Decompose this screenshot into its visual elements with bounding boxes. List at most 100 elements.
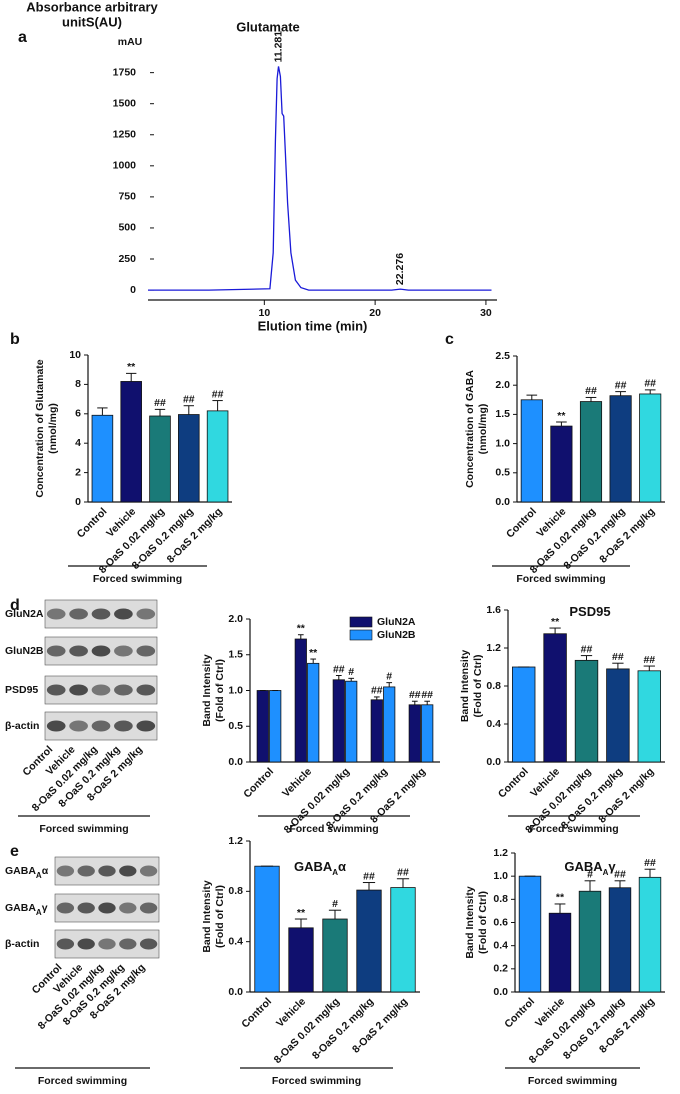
bar — [520, 399, 543, 503]
error-bar — [556, 421, 567, 427]
x-tick-label: 20 — [369, 307, 381, 319]
bar — [579, 401, 603, 503]
significance: ## — [614, 869, 626, 881]
bar — [322, 918, 348, 993]
blot-band — [91, 720, 111, 732]
significance: ## — [585, 385, 597, 397]
error-bar — [644, 868, 656, 878]
chart-title: PSD95 — [569, 604, 610, 619]
y-tick-label: 10 — [69, 349, 81, 361]
chart-title-part: A — [603, 868, 609, 877]
blot-row-label: GABAAγ — [5, 902, 48, 917]
error-bar — [644, 389, 656, 394]
bar — [91, 414, 114, 503]
x-tick-label: Control — [496, 766, 531, 801]
y-tick-label: 0.8 — [228, 885, 243, 897]
blot-band — [114, 645, 133, 657]
error-bar — [328, 909, 342, 920]
significance: ## — [154, 397, 166, 409]
peak-label: 11.281 — [272, 31, 284, 63]
group-label: Forced swimming — [529, 823, 618, 835]
chart-title-part: α — [338, 859, 346, 874]
blot-row-label-part: α — [42, 865, 49, 877]
group-label: Forced swimming — [289, 823, 378, 835]
y-axis-label: (nmol/mg) — [47, 403, 59, 454]
error-bar — [614, 880, 626, 888]
y-tick-label: 0.0 — [486, 756, 501, 768]
bar — [294, 638, 307, 763]
y-axis-label: unitS(AU) — [62, 14, 122, 29]
chart-title-part: GABA — [294, 859, 333, 874]
legend-swatch — [349, 616, 373, 628]
blot-band — [139, 902, 158, 914]
blot-row-label-part: β-actin — [5, 938, 39, 950]
y-tick-label: 1.2 — [493, 847, 508, 859]
blot-band — [136, 720, 156, 732]
blot-band — [46, 720, 66, 732]
y-tick-label: 1.0 — [493, 870, 508, 882]
blot-band — [46, 608, 66, 620]
significance: ** — [127, 361, 136, 373]
y-tick-label: 0 — [75, 496, 81, 508]
x-axis-label: Elution time (min) — [258, 318, 368, 333]
x-tick-label: Vehicle — [280, 765, 314, 799]
blot-band — [91, 684, 111, 696]
group-label: Forced swimming — [38, 1075, 127, 1087]
y-axis-label: Band Intensity — [459, 650, 471, 723]
significance: ## — [333, 663, 345, 675]
bar — [548, 912, 572, 993]
error-bar — [212, 400, 223, 411]
y-axis-label: (Fold of Ctrl) — [472, 655, 484, 718]
significance: ** — [556, 892, 565, 904]
blot-row-label: β-actin — [5, 938, 39, 950]
y-tick-label: 1250 — [113, 129, 137, 141]
y-tick-label: 0.0 — [228, 756, 243, 768]
chart-title: GABAAα — [294, 859, 346, 876]
significance: ## — [397, 867, 409, 879]
bar — [543, 633, 567, 763]
y-axis-label: Band Intensity — [201, 880, 213, 953]
error-bar — [335, 674, 342, 680]
error-bar — [411, 700, 418, 705]
y-tick-label: 1.2 — [486, 642, 501, 654]
significance: ** — [557, 410, 566, 422]
significance: # — [332, 898, 338, 910]
bar — [256, 690, 269, 763]
error-bar — [97, 407, 108, 416]
chart-title: Glutamate — [236, 19, 300, 34]
chart-title-part: A — [332, 868, 338, 877]
panel-letter: e — [10, 843, 19, 860]
x-tick-label: Control — [504, 506, 539, 541]
bar — [178, 414, 200, 503]
bar — [345, 680, 358, 763]
y-tick-label: 1750 — [113, 66, 137, 78]
y-tick-label: 0.8 — [486, 680, 501, 692]
y-tick-label: 0.0 — [495, 496, 510, 508]
blot-row-label-part: γ — [42, 902, 48, 914]
x-tick-label: Control — [75, 506, 110, 541]
significance: ## — [581, 643, 593, 655]
bar — [120, 381, 142, 503]
significance: # — [386, 670, 392, 682]
y-tick-label: 0.5 — [228, 720, 243, 732]
y-tick-label: 1000 — [113, 160, 137, 172]
significance: # — [348, 666, 354, 678]
blot-band — [69, 684, 88, 696]
bar — [637, 670, 662, 763]
y-tick-label: 0 — [130, 284, 136, 296]
blot-band — [119, 938, 137, 950]
blot-row-label-part: GABA — [5, 902, 36, 914]
y-tick-label: 1.5 — [495, 408, 510, 420]
chart-title-part: GABA — [564, 859, 603, 874]
error-bar — [585, 396, 597, 402]
error-bar — [554, 903, 566, 914]
chart-title-part: PSD95 — [569, 604, 610, 619]
error-bar — [612, 662, 624, 669]
blot-band — [46, 645, 66, 657]
y-tick-label: 500 — [118, 222, 136, 234]
blot-band — [91, 608, 111, 620]
y-tick-label: 1.2 — [228, 835, 243, 847]
y-unit: mAU — [118, 36, 143, 48]
x-tick-label: 10 — [258, 307, 270, 319]
blot-band — [114, 720, 133, 732]
